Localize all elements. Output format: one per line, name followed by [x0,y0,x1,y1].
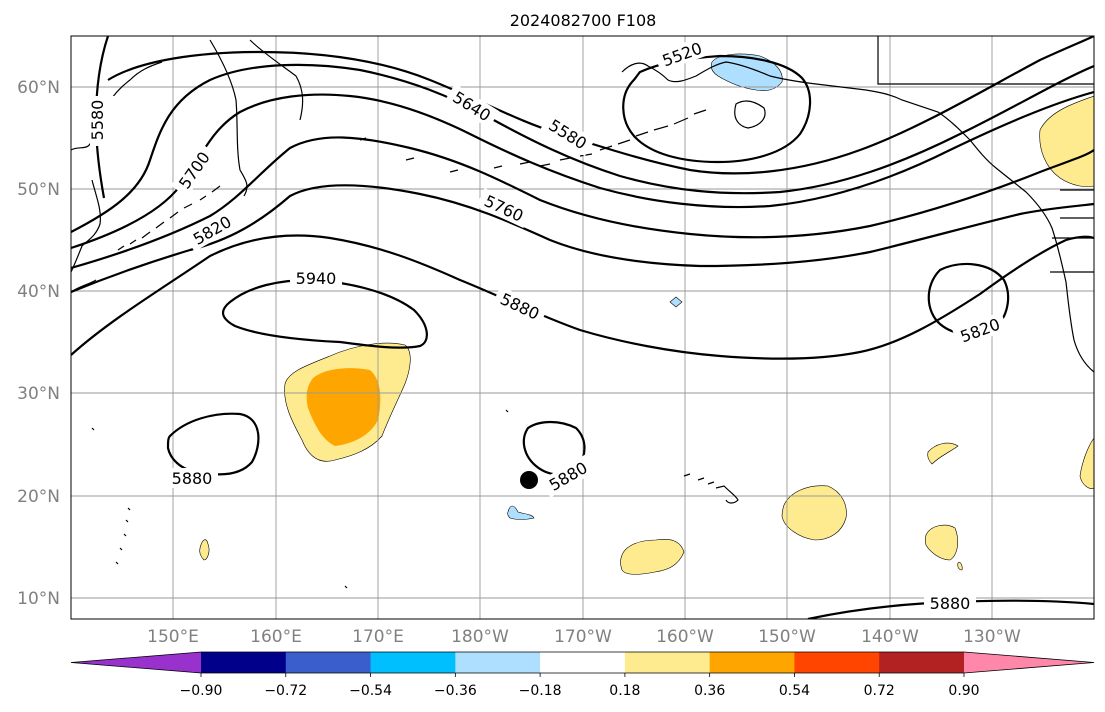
positive-anomaly-core [306,368,381,446]
colorbar-segment [624,652,711,673]
colorbar-tick-label: 0.36 [694,683,725,699]
colorbar-segment [285,652,372,673]
positive-anomaly-east-hawaii [781,485,847,541]
contour-5880-main [71,234,1094,360]
colorbar-tick-label: −0.54 [349,683,392,699]
positive-anomaly-east-a [924,524,959,561]
contour-label-5880-south: 5880 [930,594,971,613]
coast-kuril-islands [117,185,221,251]
typhoon-position-marker [520,471,538,489]
colorbar-tick-label: 0.90 [948,683,979,699]
lon-label: 170°E [352,627,404,647]
contour-5520 [622,54,812,164]
positive-anomaly-small-west [199,539,210,561]
lat-label: 60°N [17,78,60,98]
coast-sea-of-okhotsk [209,39,304,197]
positive-anomaly-east-b [927,442,959,465]
negative-anomaly-alaska [710,53,783,92]
negative-anomaly-small-a [669,296,683,308]
colorbar-ticks: −0.90 −0.72 −0.54 −0.36 −0.18 0.18 0.36 0.54 0.7… [180,673,980,699]
lon-label: 130°W [963,627,1021,647]
positive-anomaly-coast-south [1079,437,1094,489]
colorbar-tick-label: −0.18 [519,683,562,699]
contour-label-5940: 5940 [296,269,337,288]
lon-label: 160°E [250,627,302,647]
coast-hawaii [683,473,739,504]
lon-label: 180°W [451,627,509,647]
contour-5760 [71,136,1094,270]
map-frame [70,35,1095,620]
coast-alaska-peninsula [734,100,766,129]
colorbar-tick-label: 0.18 [609,683,640,699]
lat-label: 10°N [17,589,60,609]
lon-label: 150°E [147,627,199,647]
colorbar-tick-label: −0.36 [434,683,477,699]
latitude-labels: 60°N 50°N 40°N 30°N 20°N 10°N [17,78,60,609]
lon-label: 140°W [861,627,919,647]
contour-label-5580-west: 5580 [88,100,107,141]
lon-label: 170°W [554,627,612,647]
coast-north-america-border [877,36,1094,273]
contour-5640 [71,63,1094,233]
lat-label: 50°N [17,180,60,200]
positive-anomaly-coast-north [1039,95,1094,188]
colorbar-extend-low [71,652,201,673]
negative-anomaly-small-b [507,505,535,520]
map-area: 5520 5580 5580 5640 5700 5760 5820 5820 … [71,36,1094,619]
contour-5820 [71,184,1094,294]
contour-5880-west [166,412,260,476]
colorbar-tick-label: −0.90 [180,683,223,699]
coast-small-islands [91,409,509,589]
colorbar-segment [201,652,287,673]
lon-label: 160°W [656,627,714,647]
colorbar: −0.90 −0.72 −0.54 −0.36 −0.18 0.18 0.36 0.54 0.7… [70,651,1095,699]
lat-label: 40°N [17,282,60,302]
anomaly-shading [199,53,1094,575]
colorbar-segment [455,652,541,673]
colorbar-extend-high [964,652,1094,673]
colorbar-segment [879,652,965,673]
colorbar-segment [540,652,626,673]
colorbar-segment [794,652,880,673]
colorbar-segments [70,651,1095,674]
graticule [71,36,1094,619]
contour-5580 [107,36,1094,175]
figure-title: 2024082700 F108 [510,11,657,30]
lat-label: 30°N [17,384,60,404]
positive-anomaly-south-hawaii [620,539,685,575]
longitude-labels: 150°E 160°E 170°E 180°W 170°W 160°W 150°… [147,627,1021,647]
lat-label: 20°N [17,487,60,507]
colorbar-tick-label: −0.72 [264,683,307,699]
lon-label: 150°W [758,627,816,647]
colorbar-tick-label: 0.54 [779,683,810,699]
colorbar-segment [709,652,795,673]
contour-label-5880-west: 5880 [172,469,213,488]
colorbar-tick-label: 0.72 [864,683,895,699]
positive-anomaly-east-c [957,561,963,571]
colorbar-segment [370,652,456,673]
